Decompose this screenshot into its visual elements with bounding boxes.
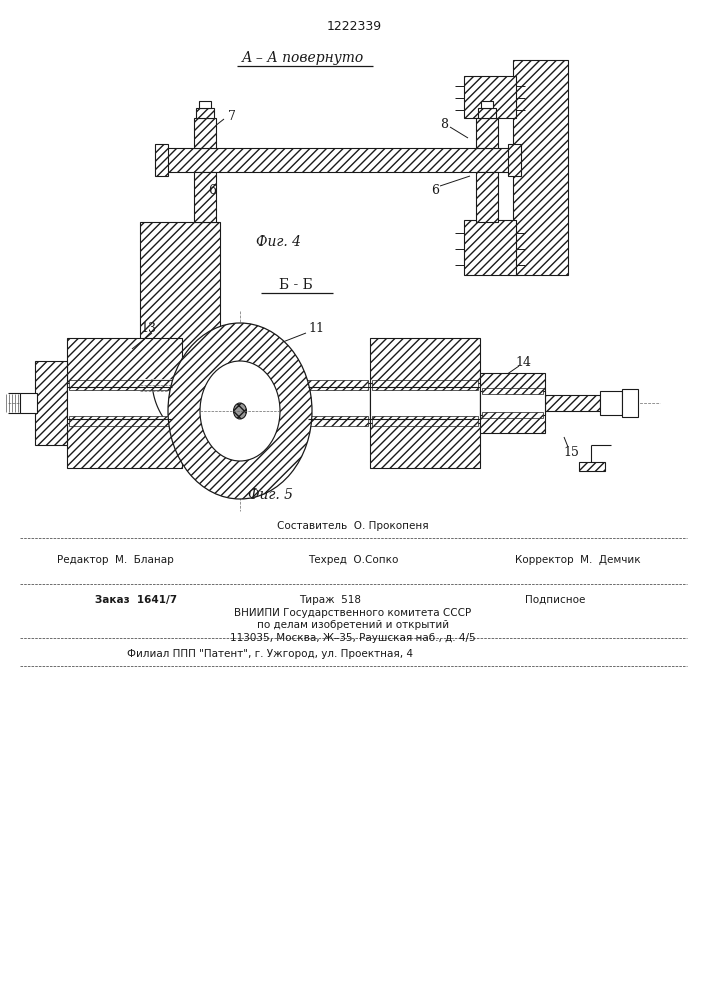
Text: 15: 15 — [563, 446, 579, 458]
Bar — [69, 416, 180, 426]
Bar — [194, 118, 216, 148]
Text: Б - Б: Б - Б — [279, 278, 313, 292]
Bar — [480, 373, 545, 433]
Bar — [480, 391, 545, 415]
Bar — [67, 383, 182, 423]
Bar — [476, 118, 498, 148]
Bar — [478, 108, 496, 118]
Bar — [476, 172, 498, 222]
Bar — [545, 395, 600, 411]
Text: 7: 7 — [228, 109, 236, 122]
Bar — [184, 416, 368, 426]
Bar — [35, 361, 67, 445]
Text: Подписное: Подписное — [525, 595, 585, 605]
Bar — [155, 144, 168, 176]
Bar — [182, 383, 370, 423]
Text: ВНИИПИ Государственного комитета СССР: ВНИИПИ Государственного комитета СССР — [235, 608, 472, 618]
Text: А – А повернуто: А – А повернуто — [242, 51, 364, 65]
Bar — [370, 383, 480, 423]
Text: Фиг. 5: Фиг. 5 — [247, 488, 293, 502]
Text: 6: 6 — [431, 184, 439, 196]
Bar — [165, 148, 510, 172]
Bar — [482, 388, 543, 394]
Text: Составитель  О. Прокопеня: Составитель О. Прокопеня — [277, 521, 429, 531]
Bar — [600, 391, 622, 415]
Bar — [132, 392, 226, 400]
Bar — [194, 172, 216, 222]
Text: 14: 14 — [515, 356, 531, 368]
Ellipse shape — [233, 403, 247, 419]
Text: 6: 6 — [208, 184, 216, 196]
Text: Корректор  М.  Демчик: Корректор М. Демчик — [515, 555, 641, 565]
Text: Филиал ППП "Патент", г. Ужгород, ул. Проектная, 4: Филиал ППП "Патент", г. Ужгород, ул. Про… — [127, 649, 413, 659]
Text: 113035, Москва, Ж–35, Раушская наб., д. 4/5: 113035, Москва, Ж–35, Раушская наб., д. … — [230, 633, 476, 643]
Text: 11: 11 — [308, 322, 324, 334]
Text: 8: 8 — [440, 117, 448, 130]
Bar — [370, 338, 480, 468]
Text: 13: 13 — [140, 322, 156, 334]
Text: Фиг. 4: Фиг. 4 — [255, 235, 300, 249]
Bar — [513, 60, 568, 275]
Ellipse shape — [168, 323, 312, 499]
Bar — [69, 380, 180, 390]
Text: по делам изобретений и открытий: по делам изобретений и открытий — [257, 620, 449, 630]
Bar — [372, 416, 478, 426]
Bar — [184, 380, 368, 390]
Text: Тираж  518: Тираж 518 — [299, 595, 361, 605]
Bar — [481, 101, 493, 108]
Bar — [464, 76, 516, 118]
Bar — [67, 338, 182, 468]
Bar — [199, 101, 211, 108]
Bar — [579, 462, 605, 471]
Bar — [622, 389, 638, 417]
Bar — [372, 380, 478, 390]
Text: Заказ  1641/7: Заказ 1641/7 — [95, 595, 177, 605]
Bar — [464, 220, 516, 275]
Text: Техред  О.Сопко: Техред О.Сопко — [308, 555, 398, 565]
Bar — [508, 144, 521, 176]
Bar — [20, 393, 37, 413]
Ellipse shape — [200, 361, 280, 461]
Bar — [196, 108, 214, 118]
Text: Редактор  М.  Бланар: Редактор М. Бланар — [57, 555, 173, 565]
Polygon shape — [140, 380, 220, 448]
Bar — [140, 222, 220, 380]
Text: 1222339: 1222339 — [327, 20, 382, 33]
Bar — [482, 412, 543, 418]
